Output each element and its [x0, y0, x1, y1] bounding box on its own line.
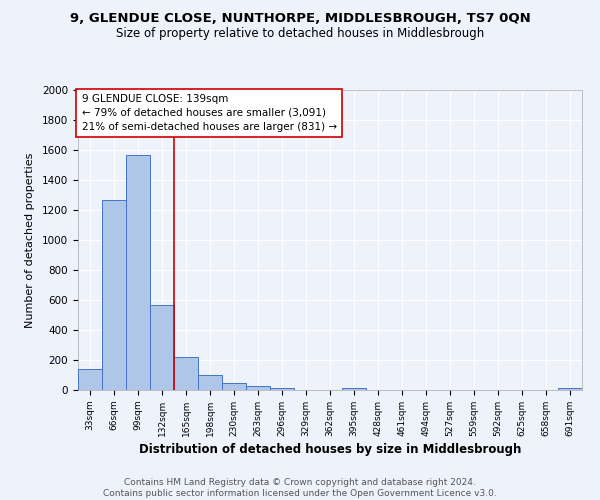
Bar [174, 357, 198, 390]
Text: 9 GLENDUE CLOSE: 139sqm
← 79% of detached houses are smaller (3,091)
21% of semi: 9 GLENDUE CLOSE: 139sqm ← 79% of detache… [82, 94, 337, 132]
Text: Size of property relative to detached houses in Middlesbrough: Size of property relative to detached ho… [116, 28, 484, 40]
Text: Contains HM Land Registry data © Crown copyright and database right 2024.
Contai: Contains HM Land Registry data © Crown c… [103, 478, 497, 498]
Bar [558, 388, 582, 390]
Bar [246, 386, 270, 390]
Bar [270, 388, 294, 390]
Bar [342, 388, 366, 390]
Y-axis label: Number of detached properties: Number of detached properties [25, 152, 35, 328]
Bar [126, 154, 150, 390]
X-axis label: Distribution of detached houses by size in Middlesbrough: Distribution of detached houses by size … [139, 443, 521, 456]
Bar [198, 375, 222, 390]
Bar [222, 382, 246, 390]
Bar [78, 369, 102, 390]
Text: 9, GLENDUE CLOSE, NUNTHORPE, MIDDLESBROUGH, TS7 0QN: 9, GLENDUE CLOSE, NUNTHORPE, MIDDLESBROU… [70, 12, 530, 26]
Bar [102, 200, 126, 390]
Bar [150, 304, 174, 390]
